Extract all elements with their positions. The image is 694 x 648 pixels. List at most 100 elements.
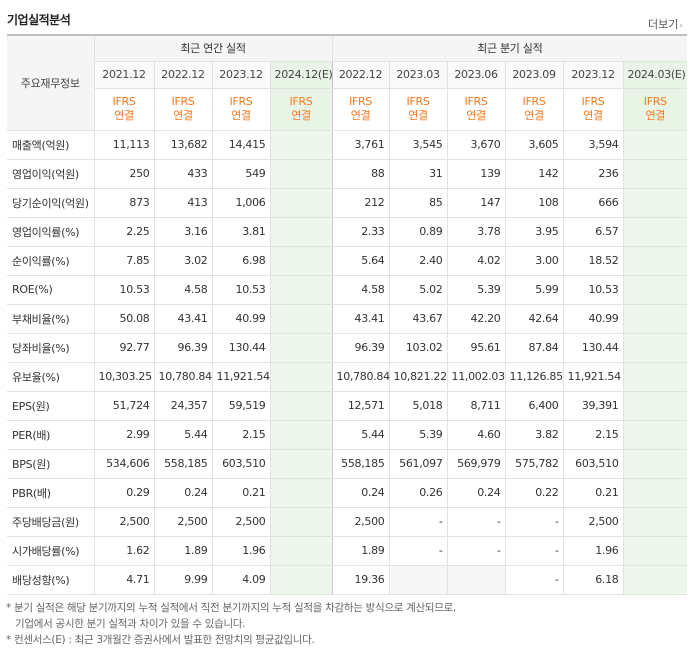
table-cell: 549: [211, 158, 271, 189]
table-cell: [269, 535, 333, 566]
table-cell: 19.36: [331, 564, 390, 595]
table-cell: 10.53: [93, 274, 155, 305]
basis-ifrs: IFRS: [112, 95, 136, 108]
table-cell: 3.82: [504, 419, 564, 450]
table-row: 배당성향(%) 4.71 9.99 4.09 19.36 -6.18: [7, 564, 688, 595]
table-cell: 92.77: [93, 332, 155, 363]
table-row: 시가배당률(%) 1.62 1.89 1.96 1.89- - -1.96: [7, 535, 688, 566]
table-cell: 2,500: [331, 506, 390, 537]
row-label: PER(배): [7, 419, 95, 450]
table-cell: 3,670: [446, 129, 506, 160]
table-cell: 236: [562, 158, 624, 189]
table-cell: [622, 216, 688, 247]
period-header: 2024.12(E): [269, 60, 333, 89]
basis-ifrs: IFRS: [171, 95, 195, 108]
footnotes: * 분기 실적은 해당 분기까지의 누적 실적에서 직전 분기까지의 누적 실적…: [6, 600, 456, 648]
table-cell: 11,113: [93, 129, 155, 160]
table-cell: [269, 303, 333, 334]
basis-consolidated: 연결: [524, 109, 544, 122]
table-cell: 2.15: [562, 419, 624, 450]
table-cell: 96.39: [153, 332, 213, 363]
table-cell: [269, 129, 333, 160]
table-cell: 2.15: [211, 419, 271, 450]
table-cell: [622, 390, 688, 421]
table-cell: 4.02: [446, 245, 506, 276]
more-label: 더보기: [648, 18, 679, 31]
row-label: 유보율(%): [7, 361, 95, 392]
table-cell: -: [446, 535, 506, 566]
row-label: 당좌비율(%): [7, 332, 95, 363]
table-cell: 4.09: [211, 564, 271, 595]
table-cell: 666: [562, 187, 624, 218]
table-cell: 40.99: [211, 303, 271, 334]
table-cell: 87.84: [504, 332, 564, 363]
period-header: 2023.12: [211, 60, 271, 89]
table-cell: [269, 477, 333, 508]
basis-header: IFRS 연결: [504, 87, 564, 131]
table-cell: 85: [388, 187, 448, 218]
table-cell: 575,782: [504, 448, 564, 479]
table-row: 순이익률(%) 7.85 3.02 6.98 5.64 2.40 4.02 3.00 18.52: [7, 245, 688, 276]
table-cell: [269, 506, 333, 537]
table-cell: [269, 419, 333, 450]
table-cell: 250: [93, 158, 155, 189]
period-header: 2023.12: [562, 60, 624, 89]
table-cell: 10,780.84: [331, 361, 390, 392]
table-cell: [388, 564, 448, 595]
table-cell: 3.02: [153, 245, 213, 276]
table-cell: -: [504, 535, 564, 566]
table-cell: 3.95: [504, 216, 564, 247]
table-cell: 4.60: [446, 419, 506, 450]
table-cell: 12,571: [331, 390, 390, 421]
table-cell: 95.61: [446, 332, 506, 363]
basis-consolidated: 연결: [645, 109, 666, 122]
table-cell: 0.24: [331, 477, 390, 508]
table-cell: 42.64: [504, 303, 564, 334]
basis-ifrs: IFRS: [289, 95, 313, 108]
table-cell: -: [504, 564, 564, 595]
table-cell: 24,357: [153, 390, 213, 421]
period-header: 2023.06: [446, 60, 506, 89]
table-cell: 558,185: [153, 448, 213, 479]
table-cell: 2.99: [93, 419, 155, 450]
basis-ifrs: IFRS: [464, 95, 488, 108]
table-cell: 2,500: [153, 506, 213, 537]
table-cell: 10.53: [211, 274, 271, 305]
table-cell: 0.21: [562, 477, 624, 508]
table-cell: 3,761: [331, 129, 390, 160]
table-cell: [622, 361, 688, 392]
table-cell: 212: [331, 187, 390, 218]
table-cell: [622, 274, 688, 305]
period-header: 2022.12: [153, 60, 213, 89]
table-cell: 0.24: [446, 477, 506, 508]
table-cell: 1.89: [331, 535, 390, 566]
quarterly-title: 최근 분기 실적: [331, 34, 688, 62]
table-cell: 1.62: [93, 535, 155, 566]
table-cell: [622, 564, 688, 595]
table-cell: 43.41: [153, 303, 213, 334]
row-label: 매출액(억원): [7, 129, 95, 160]
table-cell: 558,185: [331, 448, 390, 479]
rowhead-label: 주요재무정보: [7, 34, 95, 131]
table-cell: [622, 535, 688, 566]
table-cell: 13,682: [153, 129, 213, 160]
basis-header: IFRS 연결: [562, 87, 624, 131]
period-header: 2022.12: [331, 60, 390, 89]
table-cell: 413: [153, 187, 213, 218]
table-cell: 4.58: [331, 274, 390, 305]
table-cell: 3,605: [504, 129, 564, 160]
table-cell: [269, 564, 333, 595]
table-cell: -: [388, 535, 448, 566]
table-cell: 0.24: [153, 477, 213, 508]
table-cell: 873: [93, 187, 155, 218]
table-row: EPS(원) 51,724 24,357 59,519 12,571 5,018 8,711…: [7, 390, 688, 421]
table-cell: [269, 390, 333, 421]
table-cell: [446, 564, 506, 595]
table-cell: 6.18: [562, 564, 624, 595]
table-row: 유보율(%) 10,303.25 10,780.84 11,921.54 10,780.…: [7, 361, 688, 392]
table-cell: 11,921.54: [562, 361, 624, 392]
table-cell: 0.89: [388, 216, 448, 247]
more-link[interactable]: 더보기›: [648, 16, 683, 32]
table-cell: 1.96: [211, 535, 271, 566]
basis-consolidated: 연결: [466, 109, 486, 122]
